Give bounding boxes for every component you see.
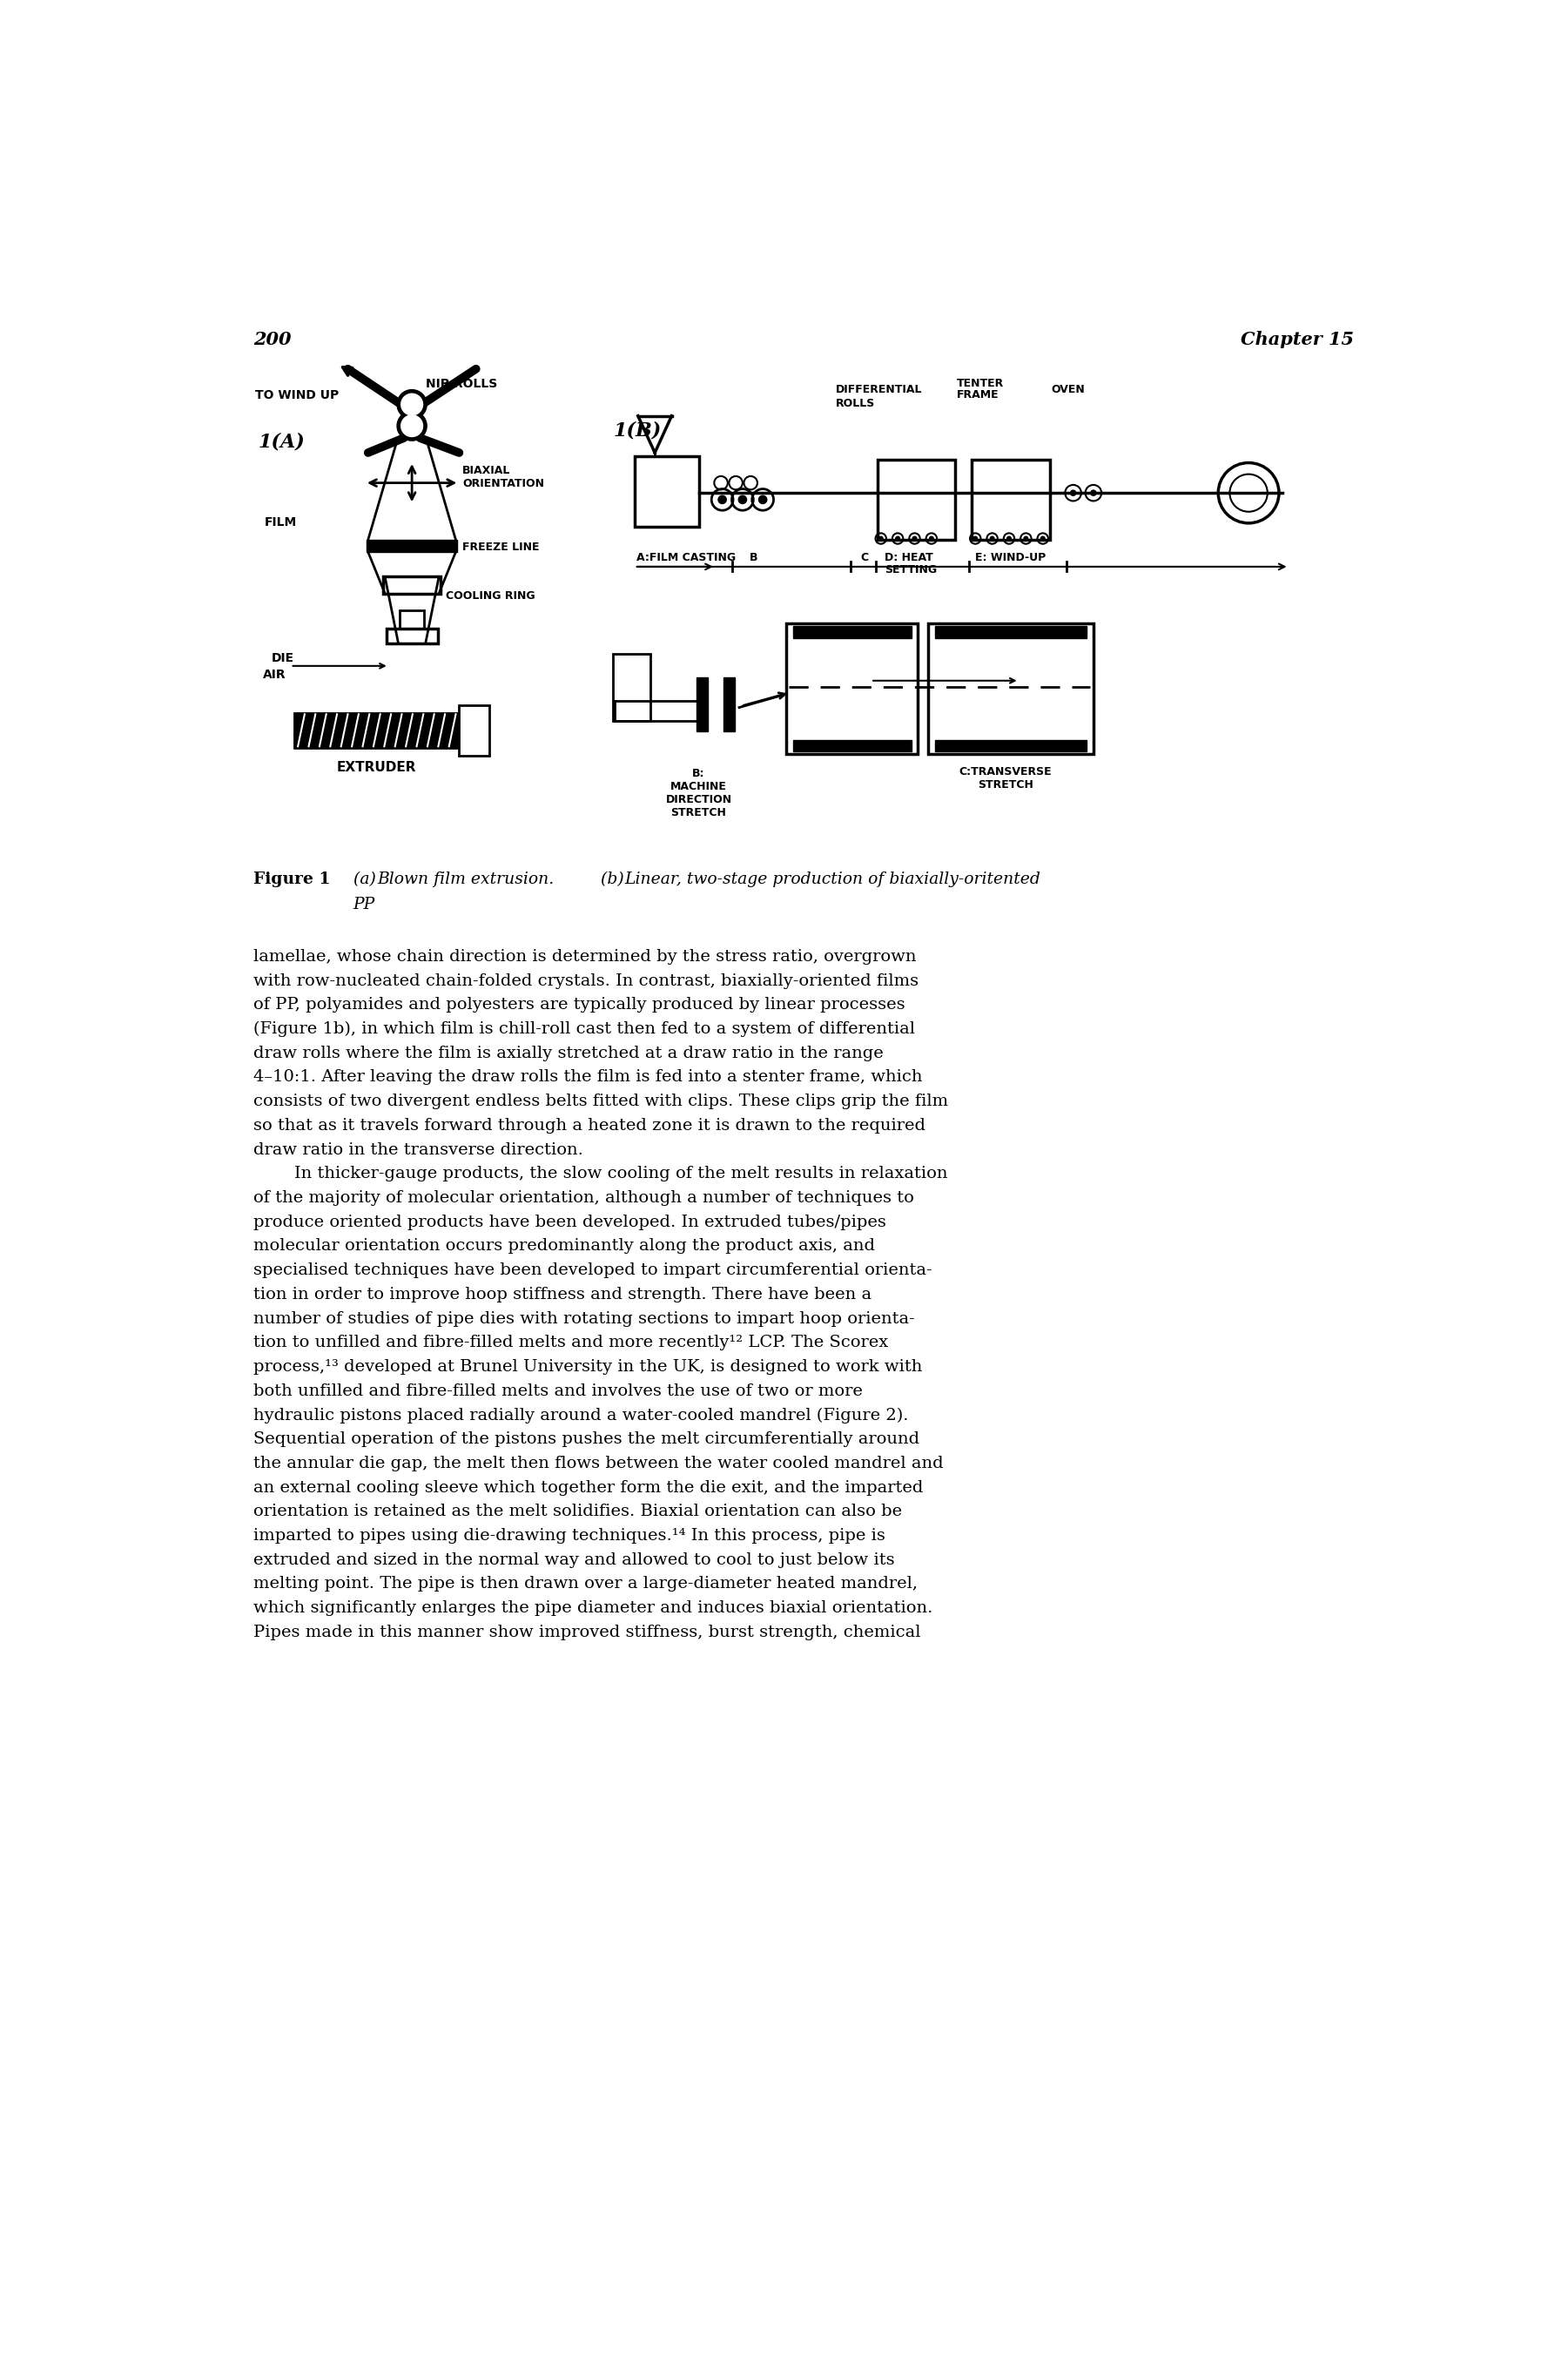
Text: Sequential operation of the pistons pushes the melt circumferentially around: Sequential operation of the pistons push… xyxy=(254,1430,919,1447)
Bar xyxy=(928,623,1093,756)
Bar xyxy=(459,706,489,756)
Text: 200: 200 xyxy=(254,330,292,349)
Bar xyxy=(878,459,955,539)
Text: ROLLS: ROLLS xyxy=(836,397,875,409)
Text: A:FILM CASTING: A:FILM CASTING xyxy=(637,551,735,563)
Bar xyxy=(367,539,458,551)
Text: lamellae, whose chain direction is determined by the stress ratio, overgrown: lamellae, whose chain direction is deter… xyxy=(254,948,916,965)
Circle shape xyxy=(878,537,883,542)
Bar xyxy=(383,577,441,594)
Text: Figure 1: Figure 1 xyxy=(254,872,331,886)
Text: an external cooling sleeve which together form the die exit, and the imparted: an external cooling sleeve which togethe… xyxy=(254,1480,924,1495)
Bar xyxy=(935,627,1087,639)
Text: (Figure 1b), in which film is chill-roll cast then fed to a system of differenti: (Figure 1b), in which film is chill-roll… xyxy=(254,1022,916,1036)
Bar xyxy=(293,713,459,748)
Circle shape xyxy=(739,497,746,504)
Text: FREEZE LINE: FREEZE LINE xyxy=(463,542,539,554)
Circle shape xyxy=(1041,537,1044,542)
Text: E: WIND-UP: E: WIND-UP xyxy=(975,551,1046,563)
Circle shape xyxy=(718,497,726,504)
Bar xyxy=(613,653,651,720)
Text: hydraulic pistons placed radially around a water-cooled mandrel (Figure 2).: hydraulic pistons placed radially around… xyxy=(254,1407,908,1423)
Circle shape xyxy=(895,537,900,542)
Text: DIFFERENTIAL: DIFFERENTIAL xyxy=(836,385,922,397)
Text: AIR: AIR xyxy=(262,668,285,682)
Bar xyxy=(787,623,917,756)
Text: (b): (b) xyxy=(601,872,629,886)
Circle shape xyxy=(759,497,767,504)
Text: C:TRANSVERSE
STRETCH: C:TRANSVERSE STRETCH xyxy=(960,767,1052,791)
Text: BIAXIAL
ORIENTATION: BIAXIAL ORIENTATION xyxy=(463,466,544,489)
Text: tion to unfilled and fibre-filled melts and more recently¹² LCP. The Scorex: tion to unfilled and fibre-filled melts … xyxy=(254,1335,887,1350)
Text: Chapter 15: Chapter 15 xyxy=(1240,330,1353,349)
Text: B:
MACHINE
DIRECTION
STRETCH: B: MACHINE DIRECTION STRETCH xyxy=(665,767,732,817)
Circle shape xyxy=(401,394,423,416)
Circle shape xyxy=(989,537,994,542)
Text: draw rolls where the film is axially stretched at a draw ratio in the range: draw rolls where the film is axially str… xyxy=(254,1045,883,1062)
Bar xyxy=(793,627,911,639)
Text: NIP ROLLS: NIP ROLLS xyxy=(425,378,497,390)
Text: SETTING: SETTING xyxy=(884,563,936,575)
Text: melting point. The pipe is then drawn over a large-diameter heated mandrel,: melting point. The pipe is then drawn ov… xyxy=(254,1575,917,1592)
Text: EXTRUDER: EXTRUDER xyxy=(337,760,417,775)
Text: which significantly enlarges the pipe diameter and induces biaxial orientation.: which significantly enlarges the pipe di… xyxy=(254,1601,933,1616)
Text: Linear, two-stage production of biaxially-oritented: Linear, two-stage production of biaxiall… xyxy=(624,872,1041,886)
Bar xyxy=(724,677,734,732)
Circle shape xyxy=(974,537,977,542)
Circle shape xyxy=(397,390,426,418)
Text: molecular orientation occurs predominantly along the product axis, and: molecular orientation occurs predominant… xyxy=(254,1238,875,1255)
Circle shape xyxy=(401,416,423,437)
Bar xyxy=(635,456,699,527)
Text: specialised techniques have been developed to impart circumferential orienta-: specialised techniques have been develop… xyxy=(254,1262,931,1278)
Bar xyxy=(386,630,437,644)
Text: Pipes made in this manner show improved stiffness, burst strength, chemical: Pipes made in this manner show improved … xyxy=(254,1625,920,1639)
Text: In thicker-gauge products, the slow cooling of the melt results in relaxation: In thicker-gauge products, the slow cool… xyxy=(293,1167,947,1181)
Bar xyxy=(400,611,423,630)
Text: tion in order to improve hoop stiffness and strength. There have been a: tion in order to improve hoop stiffness … xyxy=(254,1288,872,1302)
Text: 4–10:1. After leaving the draw rolls the film is fed into a stenter frame, which: 4–10:1. After leaving the draw rolls the… xyxy=(254,1069,922,1086)
Text: C: C xyxy=(861,551,869,563)
Text: number of studies of pipe dies with rotating sections to impart hoop orienta-: number of studies of pipe dies with rota… xyxy=(254,1312,914,1326)
Text: process,¹³ developed at Brunel University in the UK, is designed to work with: process,¹³ developed at Brunel Universit… xyxy=(254,1359,922,1376)
Text: draw ratio in the transverse direction.: draw ratio in the transverse direction. xyxy=(254,1143,583,1157)
Bar xyxy=(972,459,1049,539)
Text: extruded and sized in the normal way and allowed to cool to just below its: extruded and sized in the normal way and… xyxy=(254,1552,895,1568)
Text: B: B xyxy=(750,551,757,563)
Text: with row-nucleated chain-folded crystals. In contrast, biaxially-oriented films: with row-nucleated chain-folded crystals… xyxy=(254,972,919,988)
Text: orientation is retained as the melt solidifies. Biaxial orientation can also be: orientation is retained as the melt soli… xyxy=(254,1504,902,1521)
Text: produce oriented products have been developed. In extruded tubes/pipes: produce oriented products have been deve… xyxy=(254,1214,886,1231)
Text: so that as it travels forward through a heated zone it is drawn to the required: so that as it travels forward through a … xyxy=(254,1117,925,1133)
Text: OVEN: OVEN xyxy=(1052,385,1085,397)
Text: Blown film extrusion.: Blown film extrusion. xyxy=(376,872,554,886)
Text: imparted to pipes using die-drawing techniques.¹⁴ In this process, pipe is: imparted to pipes using die-drawing tech… xyxy=(254,1528,886,1544)
Text: 1(B): 1(B) xyxy=(613,421,662,440)
Text: PP: PP xyxy=(353,898,375,912)
Circle shape xyxy=(1091,489,1096,497)
Text: both unfilled and fibre-filled melts and involves the use of two or more: both unfilled and fibre-filled melts and… xyxy=(254,1383,862,1399)
Circle shape xyxy=(1007,537,1011,542)
Text: DIE: DIE xyxy=(271,653,293,665)
Text: 1(A): 1(A) xyxy=(259,432,304,451)
Text: COOLING RING: COOLING RING xyxy=(445,589,535,601)
Bar xyxy=(696,677,707,732)
Circle shape xyxy=(397,411,426,440)
Text: FILM: FILM xyxy=(265,516,298,527)
Circle shape xyxy=(1024,537,1029,542)
Circle shape xyxy=(1071,489,1076,497)
Text: TO WIND UP: TO WIND UP xyxy=(256,390,339,402)
Text: the annular die gap, the melt then flows between the water cooled mandrel and: the annular die gap, the melt then flows… xyxy=(254,1456,944,1471)
Bar xyxy=(793,739,911,751)
Circle shape xyxy=(913,537,917,542)
Text: of the majority of molecular orientation, although a number of techniques to: of the majority of molecular orientation… xyxy=(254,1190,914,1207)
Text: D: HEAT: D: HEAT xyxy=(884,551,933,563)
Text: (a): (a) xyxy=(353,872,381,886)
Text: consists of two divergent endless belts fitted with clips. These clips grip the : consists of two divergent endless belts … xyxy=(254,1093,949,1110)
Text: TENTER: TENTER xyxy=(956,378,1005,390)
Bar xyxy=(935,739,1087,751)
Text: of PP, polyamides and polyesters are typically produced by linear processes: of PP, polyamides and polyesters are typ… xyxy=(254,998,905,1012)
Circle shape xyxy=(930,537,933,542)
Text: FRAME: FRAME xyxy=(956,390,999,399)
